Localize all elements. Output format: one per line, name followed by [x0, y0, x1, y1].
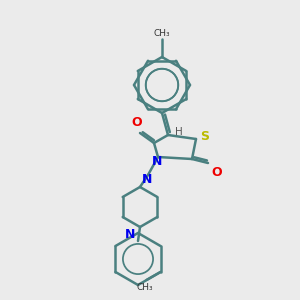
Text: S: S	[200, 130, 209, 143]
Text: O: O	[132, 116, 142, 129]
Text: N: N	[124, 228, 135, 241]
Text: CH₃: CH₃	[136, 283, 153, 292]
Text: O: O	[211, 166, 222, 179]
Text: N: N	[142, 173, 152, 186]
Text: N: N	[152, 155, 162, 168]
Text: H: H	[175, 127, 183, 137]
Text: CH₃: CH₃	[154, 29, 170, 38]
